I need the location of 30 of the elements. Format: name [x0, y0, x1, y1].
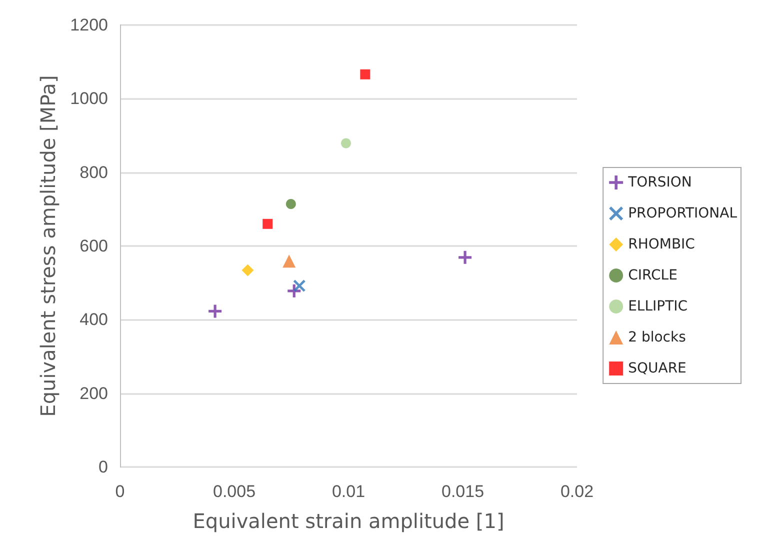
y-tick-label: 200	[80, 384, 108, 403]
x-axis-title: Equivalent strain amplitude [1]	[192, 509, 504, 533]
point	[262, 218, 273, 229]
x-tick-label: 0	[115, 482, 125, 501]
legend-label: TORSION	[627, 174, 692, 190]
x-tick-label: 0.015	[441, 482, 484, 501]
y-axis-title: Equivalent stress amplitude [MPa]	[36, 75, 60, 417]
y-tick-label: 800	[80, 162, 108, 182]
x-tick-label: 0.02	[560, 482, 594, 501]
legend-label: 2 blocks	[628, 330, 686, 346]
legend-label: RHOMBIC	[628, 236, 696, 252]
x-tick-label: 0.005	[212, 482, 256, 501]
point	[282, 254, 296, 268]
y-tick-label: 400	[80, 310, 108, 330]
point	[458, 250, 472, 264]
y-tick-label: 600	[80, 236, 108, 256]
point	[293, 280, 306, 292]
point	[340, 138, 351, 148]
legend-label: ELLIPTIC	[628, 298, 688, 314]
legend-label: SQUARE	[628, 360, 686, 376]
x-tick-label: 0.01	[332, 482, 366, 501]
point	[286, 199, 296, 210]
legend-label: PROPORTIONAL	[628, 206, 738, 222]
y-tick-label: 1000	[70, 89, 108, 108]
point	[208, 304, 222, 318]
y-tick-label: 1200	[70, 16, 108, 34]
legend-label: CIRCLE	[628, 268, 678, 284]
y-tick-label: 0	[98, 458, 108, 476]
point	[360, 69, 370, 80]
point	[242, 264, 254, 276]
